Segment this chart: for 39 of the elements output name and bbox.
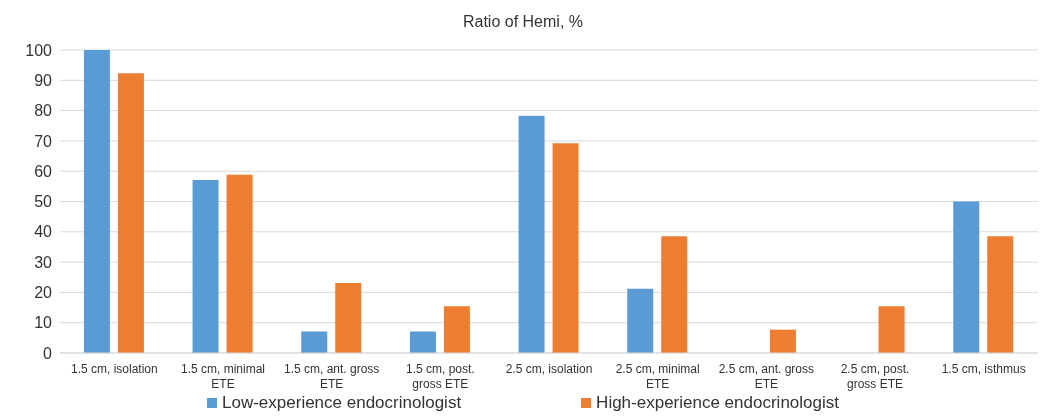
y-tick-label: 70	[34, 132, 53, 150]
bar	[987, 236, 1014, 353]
bar	[769, 329, 796, 353]
legend-label: High-experience endocrinologist	[596, 393, 839, 413]
x-tick-label: 2.5 cm, ant. gross ETE	[718, 362, 815, 391]
chart-title: Ratio of Hemi, %	[461, 12, 584, 32]
y-tick-label: 10	[34, 314, 53, 332]
bar	[661, 236, 688, 353]
y-tick-label: 60	[34, 162, 53, 180]
y-tick-label: 0	[43, 344, 53, 362]
bar	[83, 50, 110, 353]
bar	[117, 73, 144, 353]
y-tick-label: 40	[34, 223, 53, 241]
x-tick-label: 1.5 cm, isolation	[70, 362, 158, 376]
bar	[443, 306, 470, 353]
x-tick-label: 2.5 cm, isolation	[505, 362, 593, 376]
x-tick-label: 2.5 cm, post. gross ETE	[840, 362, 910, 391]
y-tick-label: 100	[25, 41, 53, 59]
bar	[192, 179, 219, 353]
x-tick-label: 1.5 cm, isthmus	[941, 362, 1026, 376]
x-tick-label: 1.5 cm, minimal ETE	[180, 362, 266, 391]
y-tick-label: 80	[34, 102, 53, 120]
legend-label: Low-experience endocrinologist	[222, 393, 462, 413]
y-tick-label: 90	[34, 71, 53, 89]
bar	[226, 174, 253, 353]
bar	[552, 143, 579, 353]
x-tick-label: 2.5 cm, minimal ETE	[615, 362, 700, 391]
bar	[878, 306, 905, 353]
y-tick-label: 30	[34, 253, 53, 271]
x-tick-label: 1.5 cm, post. gross ETE	[405, 362, 475, 391]
y-tick-label: 20	[34, 284, 53, 302]
bar	[953, 201, 980, 353]
y-tick-label: 50	[34, 193, 53, 211]
x-tick-label: 1.5 cm, ant. gross ETE	[283, 362, 380, 391]
bar	[518, 115, 545, 353]
bar	[335, 283, 362, 353]
bar	[409, 331, 436, 353]
bar	[627, 288, 654, 353]
bar	[301, 331, 328, 353]
